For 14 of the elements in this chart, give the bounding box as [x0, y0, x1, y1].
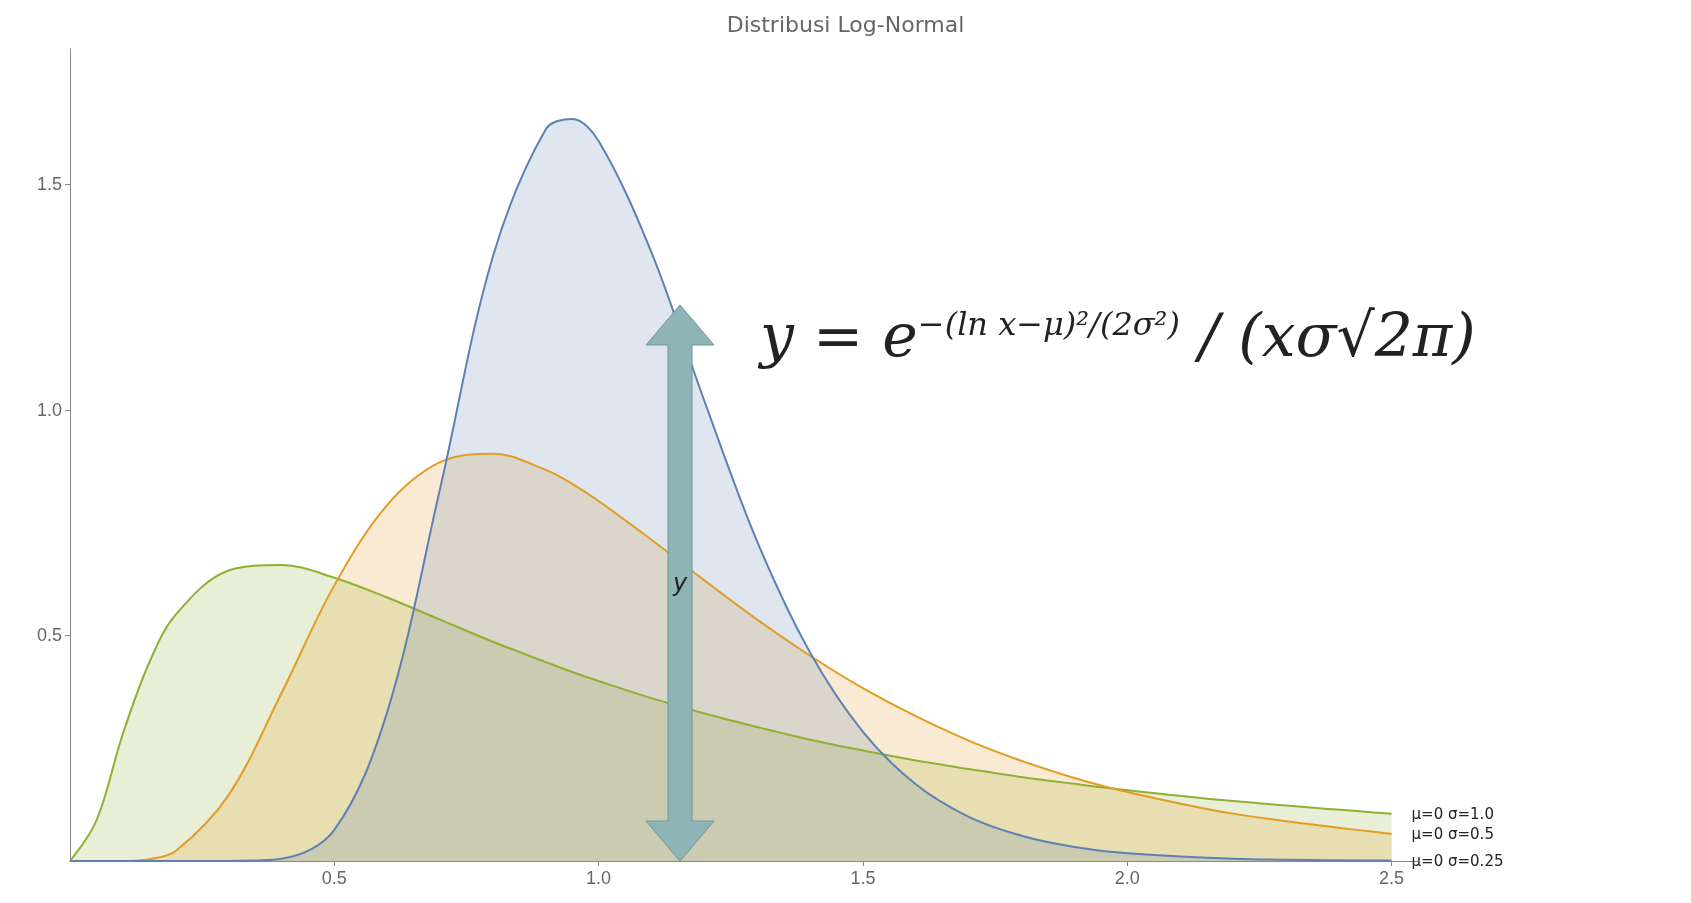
- series-label: μ=0 σ=1.0: [1411, 804, 1494, 823]
- x-tick-label: 0.5: [321, 868, 347, 888]
- series-label: μ=0 σ=0.5: [1411, 824, 1494, 843]
- x-tick-label: 2.5: [1379, 868, 1405, 888]
- x-tick-label: 1.5: [850, 868, 876, 888]
- chart-title: Distribusi Log-Normal: [726, 11, 965, 37]
- series-label: μ=0 σ=0.25: [1411, 851, 1504, 870]
- annotation: y = e$^{−(ln x−μ)²/(2σ²)}$ / (xσ√2π): [760, 300, 1476, 370]
- x-tick-label: 1.0: [586, 868, 612, 888]
- annotation: y: [672, 569, 688, 597]
- y-tick-label: 1.5: [36, 174, 62, 195]
- x-tick-label: 2.0: [1114, 868, 1140, 888]
- y-tick-label: 0.5: [36, 625, 62, 646]
- y-tick-label: 1.0: [36, 399, 62, 420]
